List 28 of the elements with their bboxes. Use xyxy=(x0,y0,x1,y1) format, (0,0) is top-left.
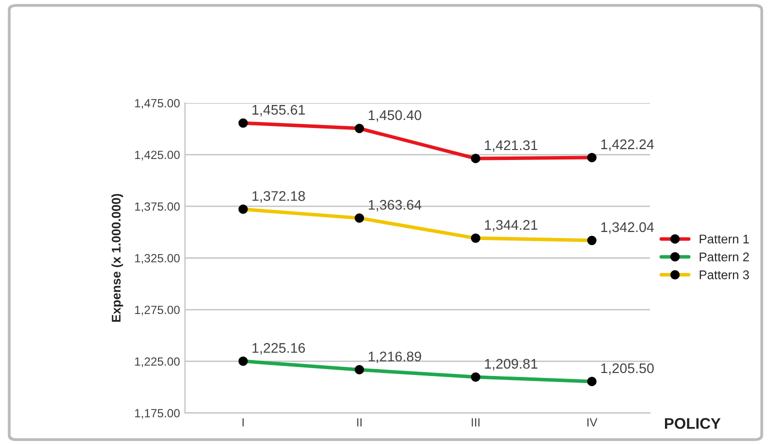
data-label: 1,372.18 xyxy=(252,191,305,203)
y-tick-label: 1,225.00 xyxy=(135,357,180,368)
data-label: 1,342.04 xyxy=(601,222,654,234)
y-tick-label: 1,375.00 xyxy=(135,202,180,212)
data-label: 1,421.31 xyxy=(485,140,538,152)
data-label: 1,225.16 xyxy=(252,343,305,355)
y-axis-title: Expense (x 1.000.000) xyxy=(111,194,124,322)
legend-label: Pattern 2 xyxy=(700,252,749,262)
data-label: 1,450.40 xyxy=(368,110,422,122)
y-tick-label: 1,275.00 xyxy=(135,306,180,316)
y-tick-label: 1,325.00 xyxy=(135,254,180,264)
y-tick-label: 1,475.00 xyxy=(135,99,180,109)
x-tick-label: IV xyxy=(587,418,598,426)
x-tick-label: I xyxy=(242,418,244,426)
data-label: 1,344.21 xyxy=(485,220,538,232)
data-label: 1,209.81 xyxy=(485,358,538,370)
data-label: 1,205.50 xyxy=(601,363,654,375)
y-tick-label: 1,175.00 xyxy=(135,409,180,419)
data-label: 1,363.64 xyxy=(368,200,422,212)
legend-label: Pattern 1 xyxy=(700,234,749,244)
legend-label: Pattern 3 xyxy=(700,270,749,280)
x-tick-label: II xyxy=(357,418,362,426)
x-tick-label: III xyxy=(472,418,480,426)
data-label: 1,216.89 xyxy=(368,352,422,364)
data-label: 1,422.24 xyxy=(601,139,654,151)
x-axis-title: POLICY xyxy=(664,418,721,429)
data-label: 1,455.61 xyxy=(252,104,305,116)
y-tick-label: 1,425.00 xyxy=(135,150,180,160)
